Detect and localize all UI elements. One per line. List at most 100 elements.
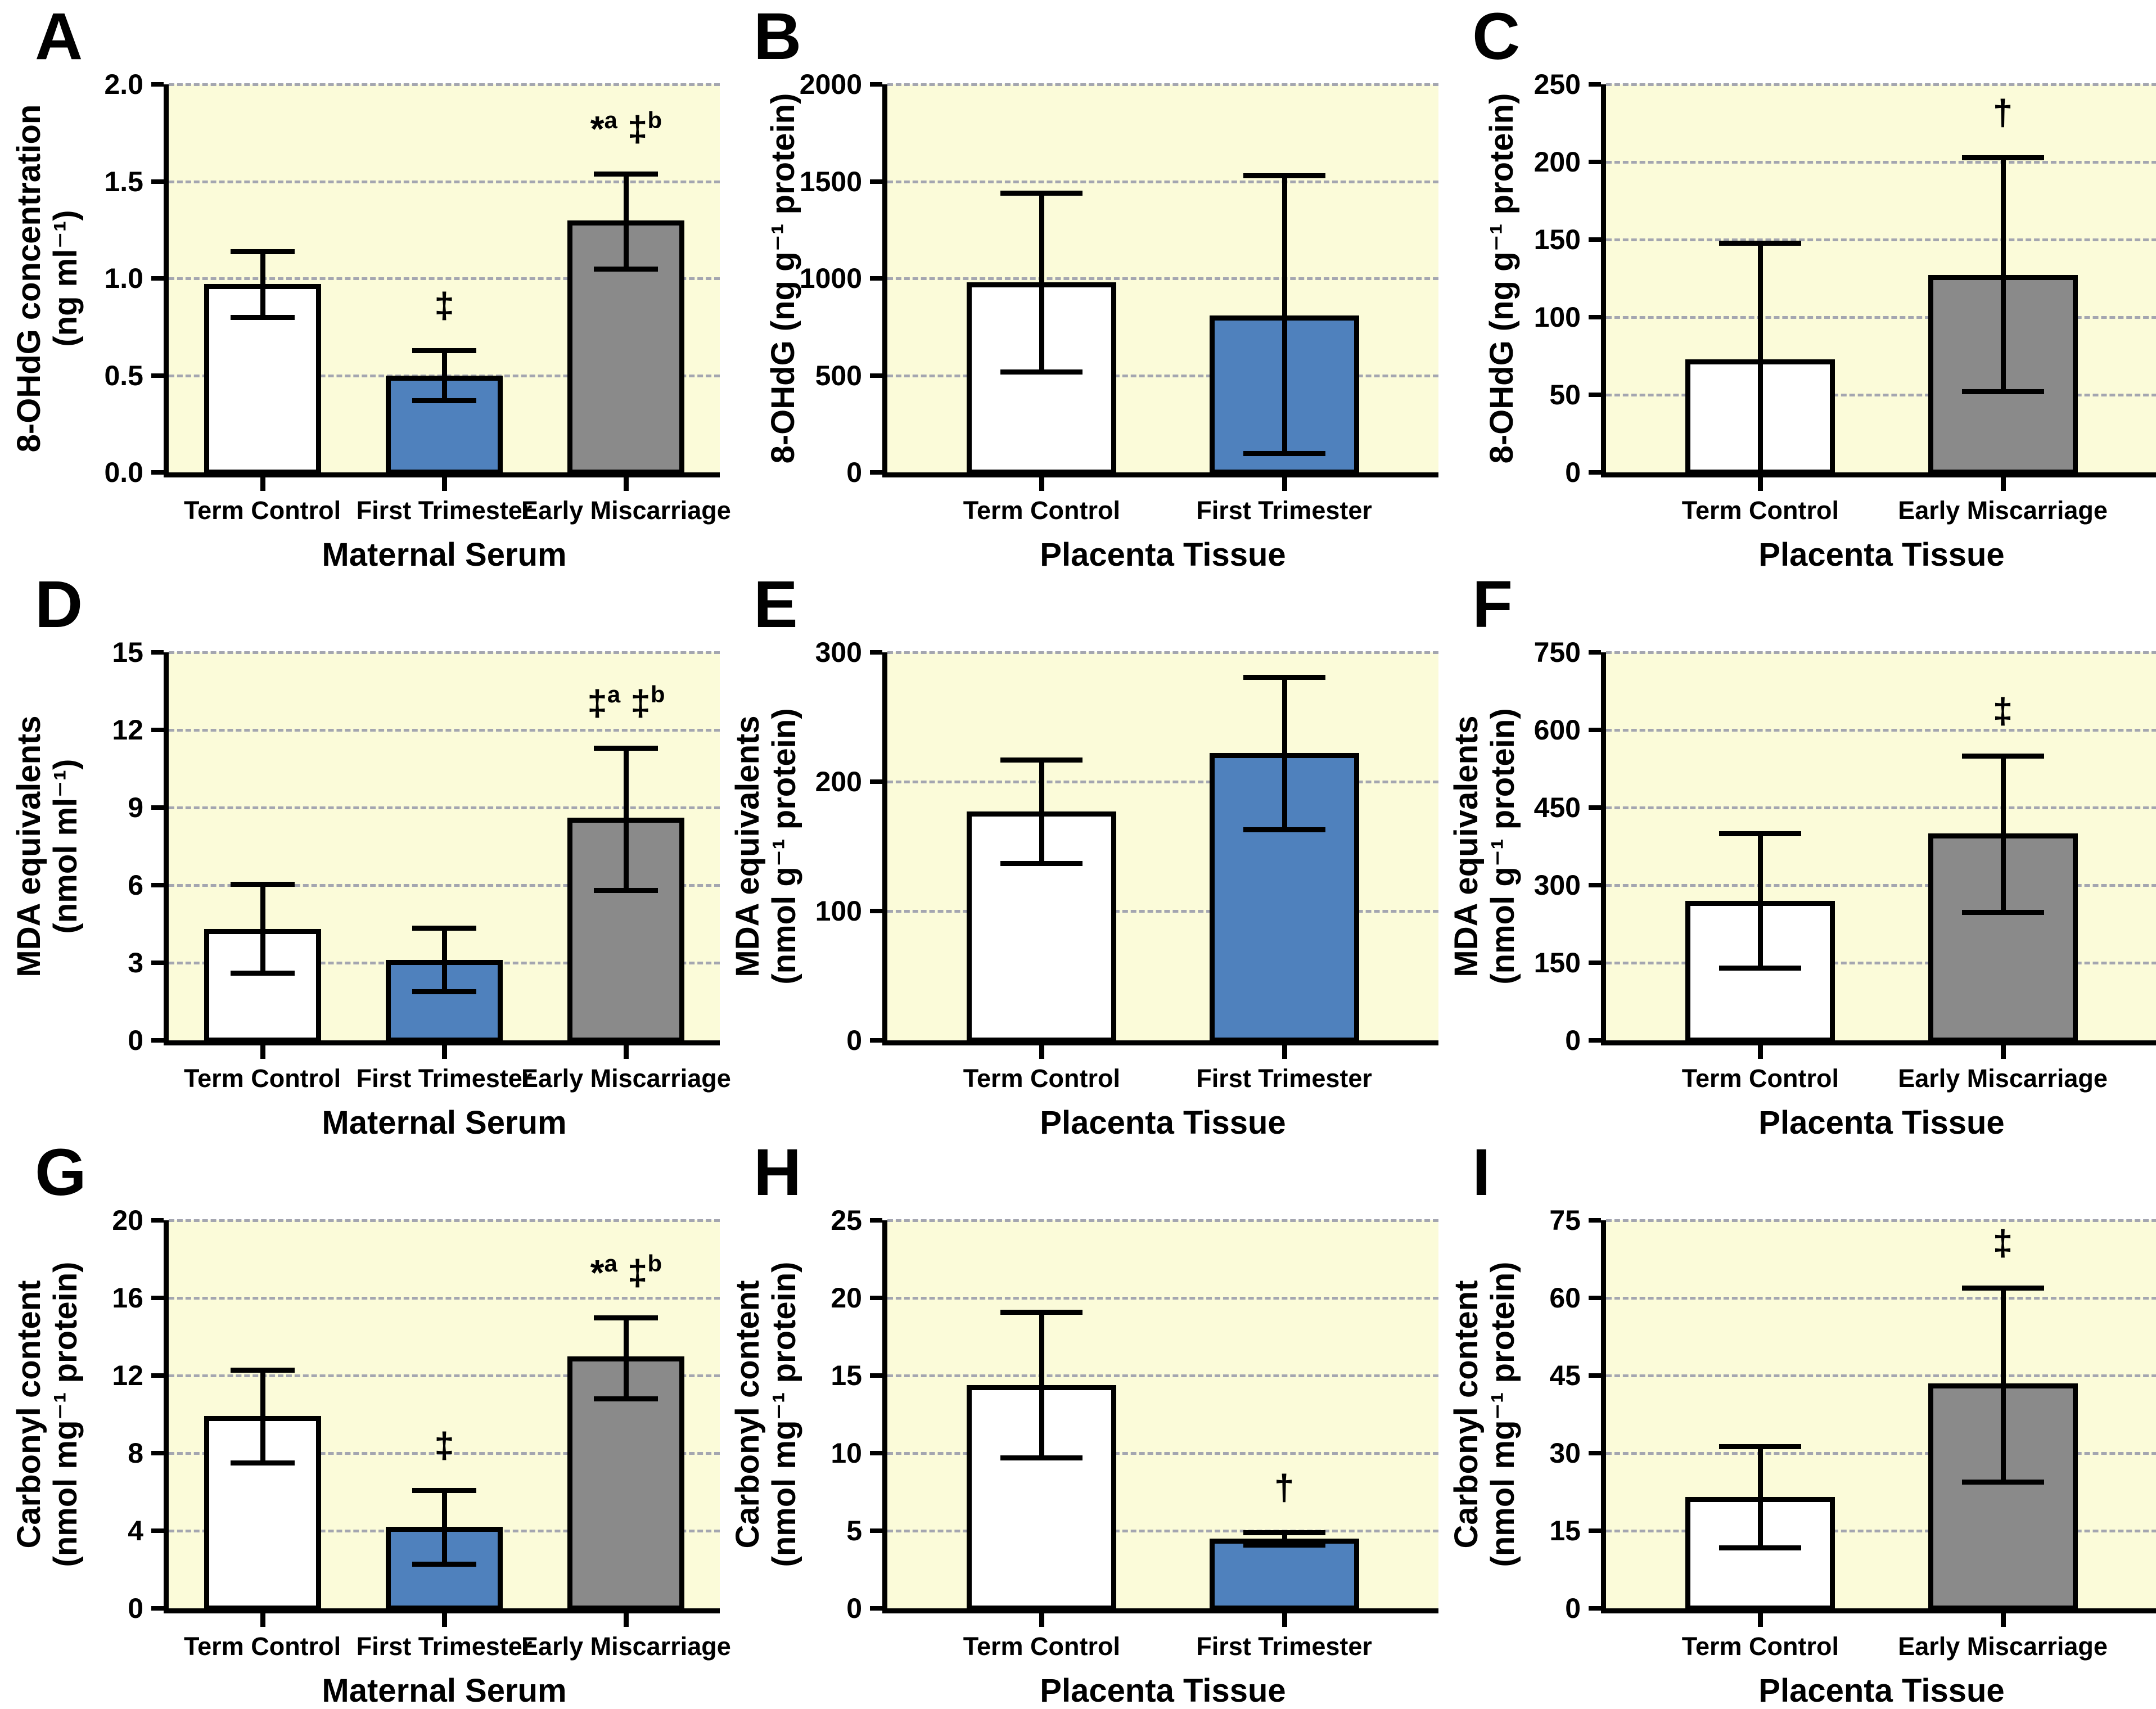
error-bar-bottom-cap xyxy=(1961,1479,2044,1485)
y-axis-title-line: (nmol mg⁻¹ protein) xyxy=(1484,1261,1521,1567)
y-tick-label: 1000 xyxy=(799,263,862,294)
x-axis-line xyxy=(882,1040,1438,1045)
x-tick-mark xyxy=(1758,477,1763,491)
bar-term-control xyxy=(1685,1497,1835,1611)
y-tick-label: 5 xyxy=(846,1515,862,1546)
y-tick-label: 0 xyxy=(1565,1025,1581,1056)
y-tick-label: 100 xyxy=(1533,301,1581,333)
x-axis-line xyxy=(1601,472,2156,477)
significance-annotation: ‡ xyxy=(429,1427,459,1463)
significance-symbol-group: † xyxy=(1274,1469,1294,1505)
error-bar xyxy=(624,748,629,891)
y-tick-mark xyxy=(151,805,164,810)
gridline-y-150 xyxy=(1606,962,2156,964)
y-tick-mark xyxy=(1589,650,1601,655)
x-axis-line xyxy=(882,1608,1438,1613)
y-tick-label: 1500 xyxy=(799,165,862,197)
error-bar-top-cap xyxy=(412,925,476,931)
y-tick-mark xyxy=(1589,82,1601,87)
gridline-y-75 xyxy=(1606,1219,2156,1222)
error-bar xyxy=(1039,1311,1045,1458)
error-bar xyxy=(624,1317,629,1399)
y-tick-label: 16 xyxy=(112,1282,143,1314)
y-tick-label: 1.0 xyxy=(104,263,143,294)
error-bar-top-cap xyxy=(230,881,295,887)
x-axis-title: Placenta Tissue xyxy=(1040,1104,1286,1141)
y-tick-mark xyxy=(151,1296,164,1300)
gridline-y-300 xyxy=(887,651,1438,654)
x-axis-title: Placenta Tissue xyxy=(1040,536,1286,573)
error-bar-bottom-cap xyxy=(1000,369,1083,375)
y-axis-title: 8-OHdG (ng g⁻¹ protein) xyxy=(765,84,809,472)
error-bar-top-cap xyxy=(1961,155,2044,160)
panel-letter: I xyxy=(1472,1135,1491,1210)
panel-I: I 0 15 30 45 60 75 Carbonyl content (nmol mg⁻¹ p… xyxy=(1437,1135,2156,1707)
x-axis-title: Placenta Tissue xyxy=(1040,1672,1286,1709)
gridline-y-1500 xyxy=(887,180,1438,183)
y-tick-label: 9 xyxy=(128,792,143,823)
gridline-y-45 xyxy=(1606,1374,2156,1377)
y-tick-label: 0 xyxy=(128,1593,143,1624)
x-axis-line xyxy=(164,472,720,477)
error-bar-bottom-cap xyxy=(594,1396,658,1402)
x-axis-title: Maternal Serum xyxy=(322,1672,567,1709)
y-tick-label: 500 xyxy=(815,359,862,391)
error-bar xyxy=(1282,175,1287,453)
x-axis-title: Maternal Serum xyxy=(322,1104,567,1141)
gridline-y-30 xyxy=(1606,1452,2156,1455)
y-tick-mark xyxy=(151,961,164,965)
error-bar-top-cap xyxy=(1719,240,1802,246)
y-tick-mark xyxy=(870,470,882,475)
y-tick-mark xyxy=(1589,393,1601,397)
significance-symbol: * xyxy=(590,1252,605,1293)
x-tick-label: Term Control xyxy=(963,1064,1120,1093)
error-bar-bottom-cap xyxy=(1961,909,2044,915)
error-bar-bottom-cap xyxy=(594,266,658,272)
gridline-y-1000 xyxy=(887,277,1438,280)
y-tick-label: 0 xyxy=(846,1593,862,1624)
y-tick-label: 20 xyxy=(112,1205,143,1236)
y-tick-label: 20 xyxy=(831,1282,862,1314)
x-tick-mark xyxy=(1282,1045,1287,1059)
panel-letter: H xyxy=(754,1135,802,1210)
x-tick-label: First Trimester xyxy=(356,496,533,525)
y-tick-label: 6 xyxy=(128,869,143,901)
significance-superscript: b xyxy=(647,106,662,133)
x-tick-mark xyxy=(1758,1613,1763,1627)
significance-symbol: * xyxy=(590,108,605,149)
gridline-y-15 xyxy=(169,651,720,654)
y-tick-mark xyxy=(1589,1296,1601,1300)
gridline-y-750 xyxy=(1606,651,2156,654)
panel-letter: G xyxy=(35,1135,87,1210)
y-axis-line xyxy=(164,652,169,1045)
x-tick-label: Term Control xyxy=(963,496,1120,525)
panel-E: E 0 100 200 300 MDA equivalents (nmol g⁻¹ prot… xyxy=(719,568,1438,1141)
significance-symbol: ‡ xyxy=(434,1424,454,1465)
y-tick-label: 15 xyxy=(1549,1515,1581,1546)
y-tick-label: 250 xyxy=(1533,69,1581,100)
error-bar-bottom-cap xyxy=(412,989,476,994)
y-tick-label: 3 xyxy=(128,947,143,978)
y-tick-mark xyxy=(1589,1373,1601,1378)
gridline-y-450 xyxy=(1606,806,2156,809)
x-tick-label: Early Miscarriage xyxy=(521,496,731,525)
significance-symbol: ‡ xyxy=(1992,1222,2013,1263)
y-tick-mark xyxy=(151,1038,164,1043)
y-tick-mark xyxy=(870,650,882,655)
y-axis-title-line: MDA equivalents xyxy=(729,715,766,977)
y-axis-line xyxy=(882,1220,887,1613)
significance-superscript: a xyxy=(607,681,621,708)
significance-annotation: ‡a ‡b xyxy=(582,683,670,722)
error-bar xyxy=(442,927,447,991)
y-tick-label: 150 xyxy=(1533,224,1581,255)
gridline-y-20 xyxy=(887,1297,1438,1300)
significance-symbol-group: † xyxy=(1993,94,2013,130)
y-tick-mark xyxy=(870,276,882,281)
error-bar-bottom-cap xyxy=(1243,450,1325,456)
y-tick-mark xyxy=(870,1038,882,1043)
y-tick-label: 200 xyxy=(815,766,862,797)
significance-symbol-group: ‡ xyxy=(1993,1225,2013,1261)
error-bar-top-cap xyxy=(1243,1530,1325,1535)
y-axis-title-line: (nmol mg⁻¹ protein) xyxy=(765,1261,802,1567)
panel-letter: D xyxy=(35,567,84,642)
